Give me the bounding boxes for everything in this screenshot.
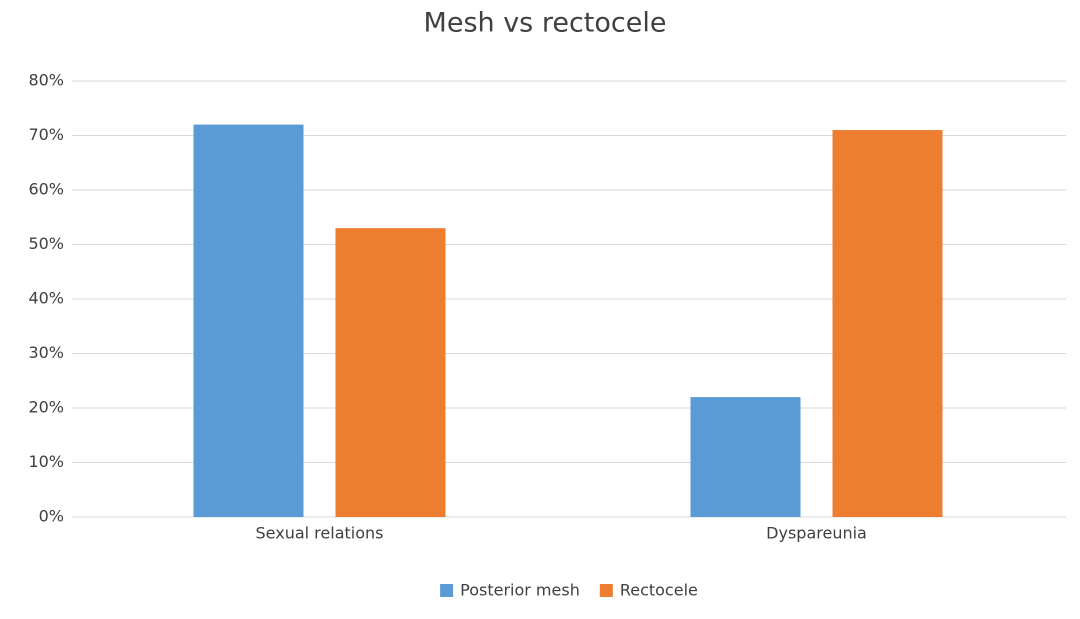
y-tick-label: 60%	[28, 180, 64, 199]
bar	[193, 124, 304, 517]
legend-swatch	[599, 584, 613, 597]
bar	[690, 397, 801, 517]
x-tick-label: Dyspareunia	[766, 524, 867, 543]
chart-title: Mesh vs rectocele	[424, 8, 667, 39]
legend-label: Rectocele	[620, 581, 698, 600]
y-tick-label: 70%	[28, 125, 64, 144]
y-tick-label: 50%	[28, 234, 64, 253]
y-tick-label: 30%	[28, 343, 64, 362]
bar	[832, 130, 943, 518]
legend-label: Posterior mesh	[460, 581, 580, 600]
legend-swatch	[440, 584, 454, 597]
y-tick-label: 40%	[28, 289, 64, 308]
bar	[335, 228, 446, 517]
y-tick-label: 80%	[28, 71, 64, 90]
y-tick-label: 20%	[28, 398, 64, 417]
x-tick-label: Sexual relations	[256, 524, 384, 543]
y-tick-label: 10%	[28, 452, 64, 471]
y-tick-label: 0%	[39, 507, 64, 526]
